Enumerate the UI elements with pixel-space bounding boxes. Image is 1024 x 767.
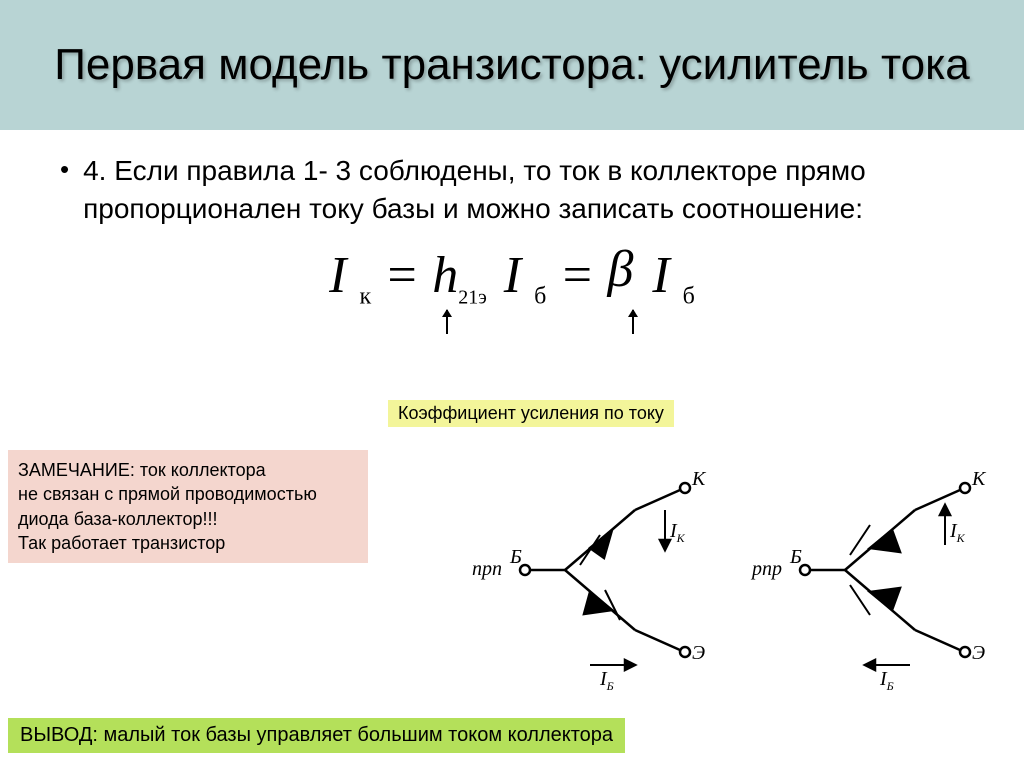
bullet-text: 4. Если правила 1- 3 соблюдены, то ток в… <box>83 152 964 228</box>
note-line-3: диода база-коллектор!!! <box>18 507 358 531</box>
transistor-diagram: npn Б К Э IК IБ pnp Б К Э IК IБ <box>470 470 1010 690</box>
npn-ib: IБ <box>600 668 614 694</box>
slide-title-bar: Первая модель транзистора: усилитель ток… <box>0 0 1024 130</box>
formula-h: h <box>432 247 458 304</box>
npn-base-label: Б <box>510 546 522 569</box>
formula-I2: I <box>504 247 521 304</box>
npn-emitter-label: Э <box>692 642 705 665</box>
formula-I3: I <box>652 247 669 304</box>
diagram-svg <box>470 470 1010 690</box>
pnp-ib: IБ <box>880 668 894 694</box>
note-line-1: ЗАМЕЧАНИЕ: ток коллектора <box>18 458 358 482</box>
formula-eq1: = <box>384 247 432 304</box>
formula-sub-b1: б <box>534 283 546 309</box>
conclusion-box: ВЫВОД: малый ток базы управляет большим … <box>8 718 625 753</box>
npn-collector-label: К <box>692 468 705 491</box>
arrow-up-2 <box>632 310 634 334</box>
pnp-base-label: Б <box>790 546 802 569</box>
pnp-ik: IК <box>950 520 965 546</box>
formula-sub-21e: 21э <box>458 286 487 308</box>
arrow-row <box>0 310 1024 340</box>
formula-I1: I <box>329 247 346 304</box>
formula: I к = h21э I б = β I б <box>0 246 1024 310</box>
bullet-marker: • <box>60 152 69 228</box>
formula-eq2: = <box>559 247 607 304</box>
formula-sub-k: к <box>359 283 371 309</box>
formula-sub-b2: б <box>683 283 695 309</box>
note-box: ЗАМЕЧАНИЕ: ток коллектора не связан с пр… <box>8 450 368 563</box>
slide-title: Первая модель транзистора: усилитель ток… <box>54 40 970 91</box>
coefficient-label: Коэффициент усиления по току <box>388 400 674 427</box>
arrow-up-1 <box>446 310 448 334</box>
bullet-paragraph: • 4. Если правила 1- 3 соблюдены, то ток… <box>0 130 1024 228</box>
pnp-type-label: pnp <box>752 558 782 581</box>
note-line-4: Так работает транзистор <box>18 531 358 555</box>
formula-beta: β <box>607 241 633 298</box>
note-line-2: не связан с прямой проводимостью <box>18 482 358 506</box>
pnp-emitter-label: Э <box>972 642 985 665</box>
npn-type-label: npn <box>472 558 502 581</box>
npn-ik: IК <box>670 520 685 546</box>
pnp-collector-label: К <box>972 468 985 491</box>
